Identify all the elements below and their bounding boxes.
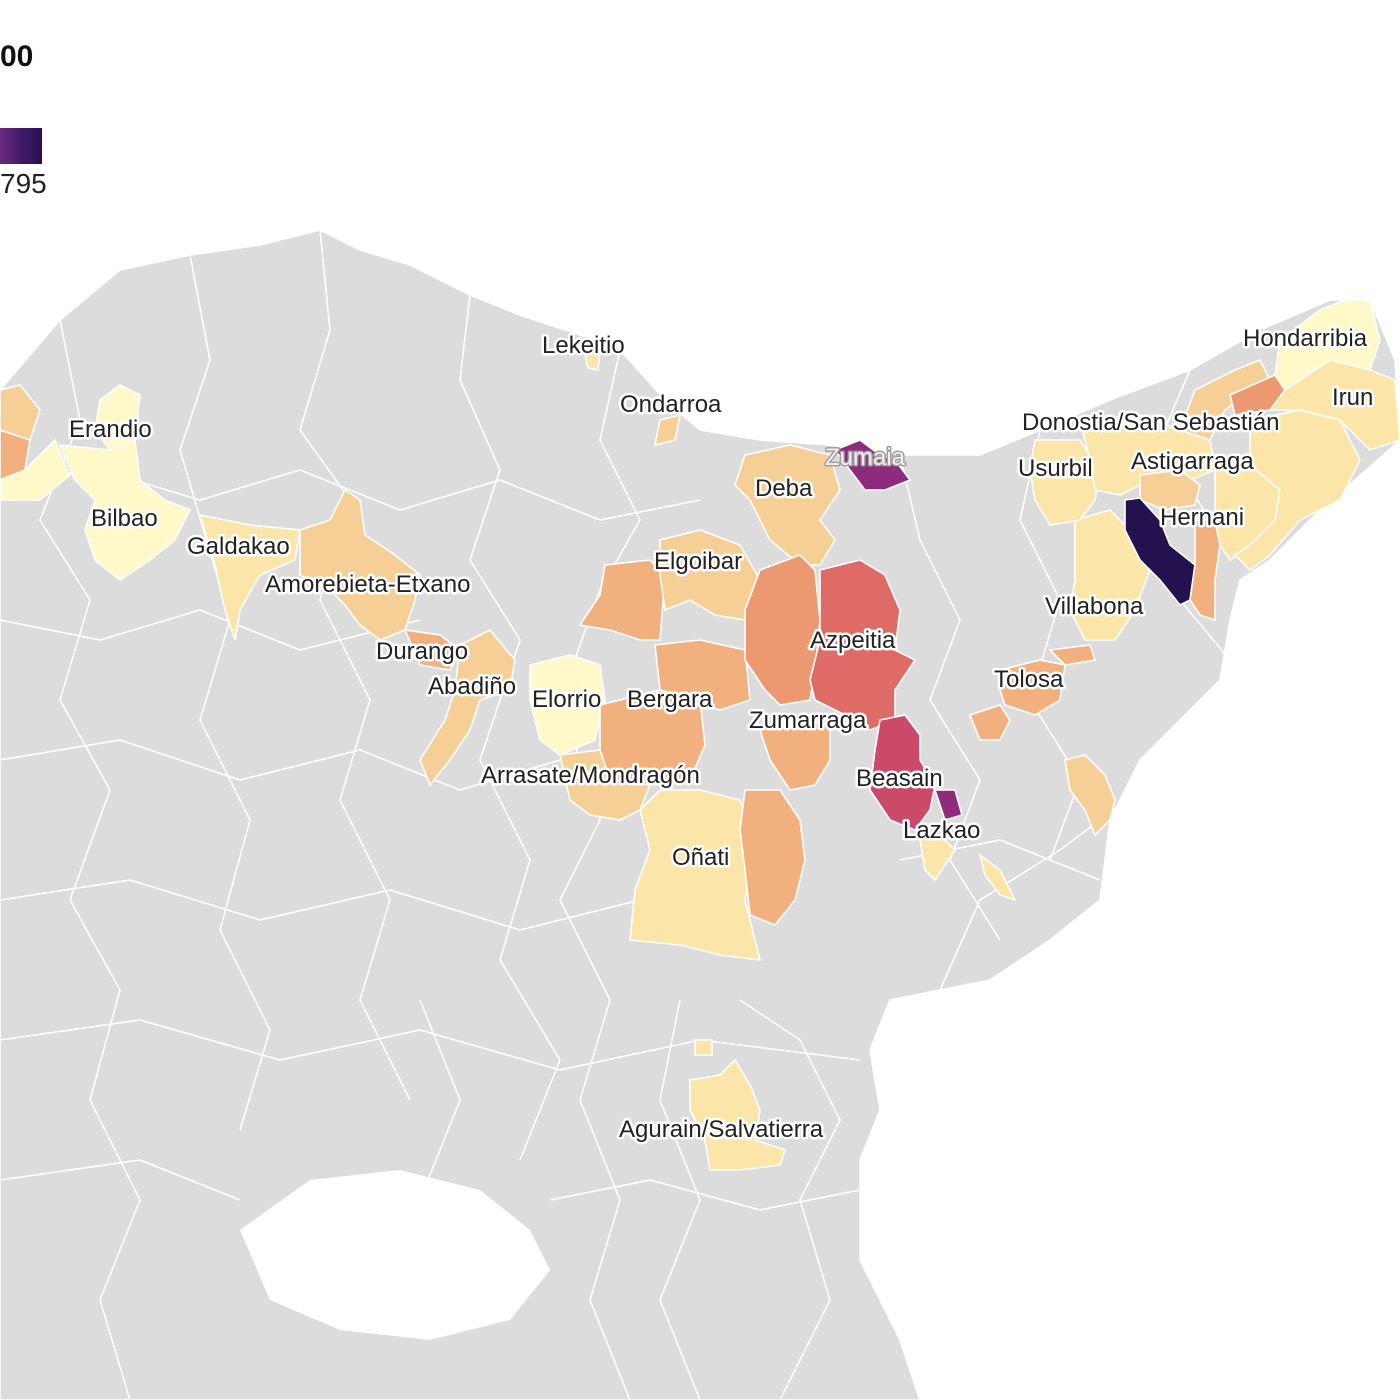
municipality-usurbil — [1029, 439, 1101, 526]
municipality-ondarroa — [653, 413, 682, 447]
municipality-oiartzun — [1233, 409, 1361, 572]
label-lazkao: Lazkao — [903, 817, 980, 844]
municipality-zumaia — [833, 439, 912, 491]
municipality-beasain — [869, 714, 936, 831]
municipality-mendaro — [578, 559, 666, 641]
label-zumarraga: Zumarraga — [749, 707, 867, 734]
label-villabona: Villabona — [1045, 593, 1144, 620]
municipality-deba — [734, 444, 841, 566]
label-irun: Irun — [1332, 384, 1373, 411]
municipality-urnieta — [1189, 519, 1221, 622]
municipality-villabona — [1069, 509, 1151, 641]
municipality-ataun — [978, 853, 1017, 902]
label-erandio: Erandio — [69, 416, 152, 443]
municipality-agurain-n — [694, 1039, 713, 1056]
municipality-tolosa-a — [968, 704, 1011, 741]
municipality-elgoibar — [659, 529, 761, 621]
municipality-legazpi — [739, 789, 806, 926]
label-onati: Oñati — [672, 844, 729, 871]
label-deba: Deba — [755, 475, 813, 502]
municipality-azkoitia — [744, 554, 821, 706]
label-elorrio: Elorrio — [532, 686, 601, 713]
label-abadino: Abadiño — [428, 673, 516, 700]
label-hondarribia: Hondarribia — [1243, 325, 1368, 352]
municipality-zumarraga — [758, 719, 831, 791]
legend-max-label: 795 — [0, 168, 47, 199]
municipality-ordizia — [933, 789, 963, 821]
label-usurbil: Usurbil — [1018, 455, 1093, 482]
legend-color-bar — [0, 128, 42, 164]
municipality-lazkao — [919, 834, 957, 882]
label-bilbao: Bilbao — [91, 505, 158, 532]
map-title-fragment: 00 — [0, 40, 34, 73]
municipality-borders — [0, 229, 1231, 1400]
municipality-alegia — [1064, 754, 1116, 837]
label-zumaia: Zumaia — [825, 444, 906, 471]
label-donostia: Donostia/San Sebastián — [1022, 409, 1280, 436]
town-labels: Lekeitio Ondarroa Hondarribia Irun Erand… — [67, 323, 1376, 1146]
label-tolosa: Tolosa — [994, 666, 1064, 693]
label-azpeitia: Azpeitia — [810, 627, 896, 654]
label-galdakao: Galdakao — [187, 533, 290, 560]
label-amorebieta: Amorebieta-Etxano — [265, 571, 470, 598]
municipality-elorrio — [529, 654, 606, 756]
municipality-amorebieta — [299, 488, 421, 641]
municipality-abadino — [419, 629, 516, 787]
municipality-lekeitio — [584, 348, 601, 371]
label-astigarraga: Astigarraga — [1131, 448, 1254, 475]
reservoir-area — [240, 1170, 550, 1340]
municipality-bilbao — [58, 438, 192, 581]
municipality-agurain — [689, 1058, 787, 1171]
label-ondarroa: Ondarroa — [620, 391, 722, 418]
colored-municipalities — [0, 299, 1400, 1171]
label-lekeitio: Lekeitio — [542, 332, 625, 359]
municipality-hondarribia — [1274, 299, 1381, 392]
label-beasain: Beasain — [856, 765, 943, 792]
label-arrasate: Arrasate/Mondragón — [481, 762, 700, 789]
municipality-galdakao — [198, 513, 301, 641]
label-hernani: Hernani — [1160, 504, 1244, 531]
label-bergara: Bergara — [627, 686, 713, 713]
label-agurain: Agurain/Salvatierra — [619, 1116, 824, 1143]
municipality-azpeitia — [809, 559, 917, 731]
municipality-tolosa — [999, 659, 1066, 716]
municipality-onati — [629, 789, 762, 961]
label-durango: Durango — [376, 638, 468, 665]
label-elgoibar: Elgoibar — [654, 548, 742, 575]
municipality-tolosa-b — [1048, 644, 1097, 666]
municipality-west-b — [0, 438, 71, 501]
municipality-durango — [403, 629, 462, 671]
